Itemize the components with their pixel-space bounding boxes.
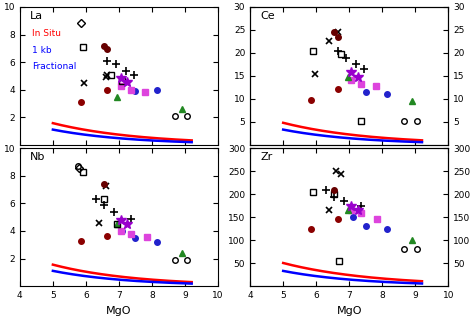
Text: Ce: Ce [260, 11, 274, 21]
Text: In Situ: In Situ [32, 29, 61, 38]
X-axis label: MgO: MgO [337, 306, 362, 315]
Text: La: La [30, 11, 43, 21]
Text: Fractional: Fractional [32, 62, 76, 71]
Text: Nb: Nb [30, 152, 45, 162]
X-axis label: MgO: MgO [106, 306, 132, 315]
Text: 1 kb: 1 kb [32, 46, 51, 55]
Text: Zr: Zr [260, 152, 272, 162]
